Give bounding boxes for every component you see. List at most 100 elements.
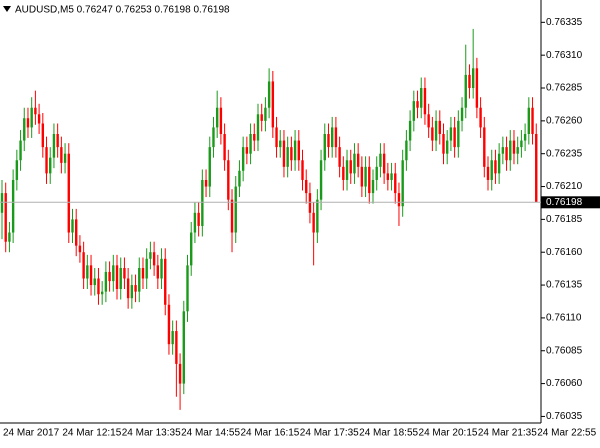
candle-body [293, 140, 297, 161]
candle-body [505, 147, 508, 161]
candle-body [212, 127, 215, 148]
candle-body [11, 179, 15, 233]
candle-body [56, 133, 59, 148]
y-tick-label: 0.76210 [546, 181, 583, 192]
candle-body [416, 101, 419, 108]
candle-body [479, 107, 482, 128]
candle-body [364, 166, 367, 187]
candle-body [78, 245, 82, 253]
candle-body [330, 127, 334, 148]
candle-body [156, 265, 160, 279]
last-price-label: 0.76198 [546, 197, 583, 208]
candle-body [386, 173, 390, 180]
candle-body [535, 133, 538, 203]
candle-body [234, 186, 237, 233]
candle-body [67, 153, 70, 233]
candle-body [512, 140, 516, 154]
x-tick-label: 24 Mar 13:35 [122, 428, 181, 439]
y-tick-label: 0.76310 [546, 50, 583, 61]
candle-body [253, 133, 256, 141]
candle-body [82, 252, 85, 279]
candle-body [126, 278, 130, 299]
candle-body [186, 265, 189, 312]
candle-body [245, 147, 249, 154]
candle-body [334, 127, 338, 148]
candle-body [471, 68, 475, 89]
candle-body [375, 166, 378, 180]
candle-body [149, 252, 152, 259]
candle-body [271, 81, 275, 128]
candle-body [230, 199, 234, 233]
candle-body [356, 153, 360, 167]
candle-body [115, 265, 119, 290]
candle-body [86, 265, 89, 279]
candle-body [249, 133, 252, 154]
candle-body [227, 160, 230, 200]
candle-body [160, 258, 163, 279]
candle-body [93, 278, 96, 286]
candle-body [123, 267, 126, 279]
candle-body [520, 140, 523, 148]
candle-body [442, 133, 445, 154]
candle-body [286, 147, 289, 167]
candle-body [379, 153, 382, 167]
candle-body [405, 140, 408, 161]
candle-body [193, 212, 197, 233]
candle-body [152, 252, 156, 266]
candle-body [308, 193, 312, 213]
candle-body [516, 147, 519, 154]
x-tick-label: 24 Mar 22:55 [537, 428, 596, 439]
candle-body [130, 285, 134, 299]
candle-body [138, 267, 141, 292]
y-tick-label: 0.76185 [546, 214, 583, 225]
candle-body [486, 166, 490, 180]
candle-body [267, 81, 271, 108]
candle-body [305, 179, 308, 194]
candle-body [397, 193, 401, 207]
y-tick-label: 0.76085 [546, 345, 583, 356]
candle-body [483, 127, 486, 167]
candle-body [327, 133, 330, 148]
candle-body [394, 173, 397, 194]
candle-body [382, 153, 386, 174]
candle-body [26, 118, 30, 128]
candle-body [52, 133, 56, 158]
candle-body [45, 147, 48, 174]
candle-body [49, 157, 52, 174]
candle-body [208, 147, 211, 187]
candle-body [19, 140, 22, 161]
candle-body [201, 179, 204, 226]
candle-body [15, 160, 19, 180]
candle-body [323, 133, 326, 161]
candle-body [119, 267, 122, 290]
candle-body [241, 147, 245, 171]
x-tick-label: 24 Mar 20:15 [419, 428, 478, 439]
y-tick-label: 0.76035 [546, 411, 583, 422]
candle-body [63, 153, 67, 163]
x-tick-label: 24 Mar 21:35 [478, 428, 537, 439]
candle-body [420, 88, 423, 108]
y-tick-label: 0.76160 [546, 247, 583, 258]
candle-body [164, 258, 167, 305]
candle-body [108, 271, 111, 282]
candle-body [446, 140, 449, 154]
last-price-box [541, 196, 600, 209]
candle-body [349, 160, 352, 174]
candle-body [427, 114, 430, 128]
candle-body [523, 133, 527, 141]
candle-body [438, 120, 441, 134]
candle-body [41, 123, 45, 148]
x-tick-label: 24 Mar 18:55 [359, 428, 418, 439]
x-tick-label: 24 Mar 16:15 [240, 428, 299, 439]
candle-body [0, 193, 4, 213]
candle-body [89, 265, 93, 286]
candle-body [509, 140, 512, 161]
candle-body [23, 118, 26, 141]
candle-body [408, 120, 412, 141]
candle-body [145, 258, 148, 279]
y-tick-label: 0.76110 [546, 313, 582, 324]
candle-body [223, 133, 226, 161]
candle-body [453, 127, 456, 148]
candle-body [75, 219, 78, 246]
y-tick-label: 0.76260 [546, 115, 583, 126]
